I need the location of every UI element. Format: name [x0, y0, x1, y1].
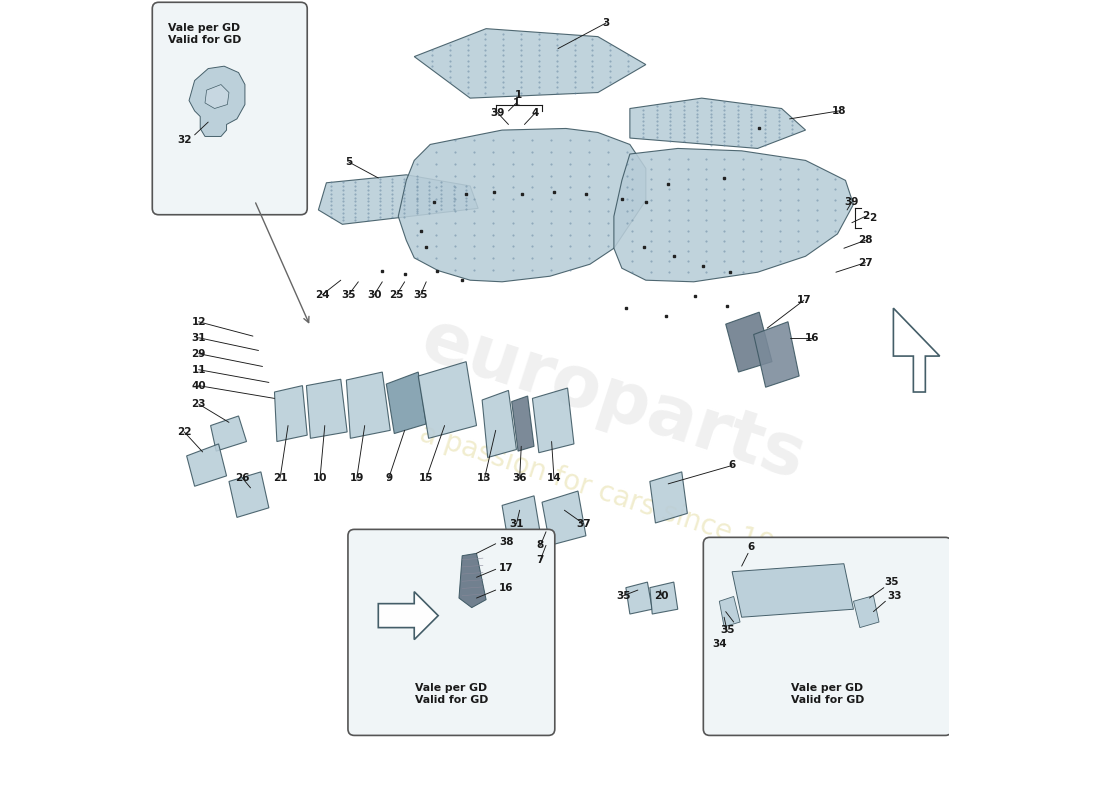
- Text: 16: 16: [498, 583, 514, 594]
- Text: 31: 31: [509, 518, 524, 529]
- Polygon shape: [205, 85, 229, 109]
- Text: 26: 26: [235, 474, 250, 483]
- Polygon shape: [532, 388, 574, 453]
- Text: 37: 37: [576, 518, 591, 529]
- Polygon shape: [415, 29, 646, 98]
- Text: Vale per GD
Valid for GD: Vale per GD Valid for GD: [168, 23, 242, 45]
- Text: 23: 23: [191, 399, 206, 409]
- Polygon shape: [650, 472, 688, 523]
- Text: 4: 4: [532, 107, 539, 118]
- FancyBboxPatch shape: [348, 530, 554, 735]
- Text: 2: 2: [861, 211, 869, 222]
- Text: Vale per GD
Valid for GD: Vale per GD Valid for GD: [415, 683, 488, 705]
- Text: 3: 3: [603, 18, 609, 28]
- Text: 9: 9: [385, 474, 393, 483]
- Polygon shape: [210, 416, 246, 451]
- Polygon shape: [318, 174, 478, 224]
- Polygon shape: [512, 396, 534, 451]
- Text: 6: 6: [728, 461, 736, 470]
- Text: 40: 40: [191, 381, 206, 390]
- Text: Vale per GD
Valid for GD: Vale per GD Valid for GD: [791, 683, 865, 705]
- Polygon shape: [630, 98, 805, 149]
- Text: 12: 12: [191, 317, 206, 326]
- Text: 35: 35: [720, 625, 735, 635]
- Polygon shape: [398, 129, 646, 282]
- Text: 34: 34: [712, 638, 727, 649]
- Text: 35: 35: [616, 590, 630, 601]
- Text: 29: 29: [191, 349, 206, 358]
- Polygon shape: [719, 597, 740, 627]
- Text: a passion for cars since 1985: a passion for cars since 1985: [416, 420, 812, 572]
- Polygon shape: [378, 592, 438, 639]
- Text: 16: 16: [805, 333, 820, 342]
- Text: 25: 25: [389, 290, 404, 299]
- Text: 19: 19: [350, 474, 364, 483]
- Text: 27: 27: [858, 258, 872, 268]
- Polygon shape: [346, 372, 390, 438]
- Polygon shape: [854, 596, 879, 628]
- Polygon shape: [307, 379, 348, 438]
- Text: 21: 21: [273, 474, 287, 483]
- Text: 14: 14: [547, 474, 561, 483]
- Polygon shape: [187, 444, 227, 486]
- Polygon shape: [650, 582, 678, 614]
- Text: 17: 17: [796, 295, 812, 305]
- Text: 31: 31: [191, 333, 206, 342]
- Text: 8: 8: [537, 540, 544, 550]
- Text: 35: 35: [414, 290, 428, 299]
- FancyBboxPatch shape: [703, 538, 952, 735]
- Text: 36: 36: [513, 474, 527, 483]
- Text: 18: 18: [832, 106, 846, 116]
- Text: 2: 2: [869, 214, 877, 223]
- Text: 1: 1: [515, 90, 522, 100]
- Text: 15: 15: [419, 474, 433, 483]
- Polygon shape: [733, 564, 854, 618]
- Text: 39: 39: [845, 197, 859, 207]
- Polygon shape: [893, 308, 939, 392]
- Polygon shape: [614, 149, 854, 282]
- Text: 7: 7: [537, 554, 544, 565]
- Text: europarts: europarts: [414, 306, 814, 494]
- Text: 32: 32: [177, 135, 191, 146]
- Polygon shape: [502, 496, 540, 544]
- Text: 35: 35: [341, 290, 356, 299]
- Polygon shape: [459, 554, 486, 608]
- Text: 11: 11: [191, 365, 206, 374]
- Polygon shape: [386, 372, 426, 434]
- Polygon shape: [275, 386, 307, 442]
- Polygon shape: [229, 472, 268, 518]
- Polygon shape: [626, 582, 652, 614]
- Text: 39: 39: [491, 107, 505, 118]
- Polygon shape: [542, 491, 586, 546]
- Polygon shape: [482, 390, 517, 458]
- FancyBboxPatch shape: [152, 2, 307, 214]
- Polygon shape: [726, 312, 772, 372]
- Text: 5: 5: [345, 157, 352, 167]
- Text: 10: 10: [312, 474, 328, 483]
- Text: 38: 38: [498, 537, 514, 547]
- Polygon shape: [418, 362, 476, 438]
- Text: 24: 24: [315, 290, 330, 299]
- Text: 33: 33: [888, 590, 902, 601]
- Text: 1: 1: [513, 98, 520, 108]
- Text: 6: 6: [748, 542, 755, 552]
- Text: 22: 22: [177, 427, 191, 437]
- Text: 20: 20: [654, 590, 669, 601]
- Polygon shape: [189, 66, 245, 137]
- Polygon shape: [754, 322, 800, 387]
- Text: 17: 17: [498, 562, 514, 573]
- Text: 28: 28: [858, 235, 872, 246]
- Text: 30: 30: [367, 290, 382, 299]
- Text: 35: 35: [884, 577, 899, 587]
- Text: 13: 13: [477, 474, 492, 483]
